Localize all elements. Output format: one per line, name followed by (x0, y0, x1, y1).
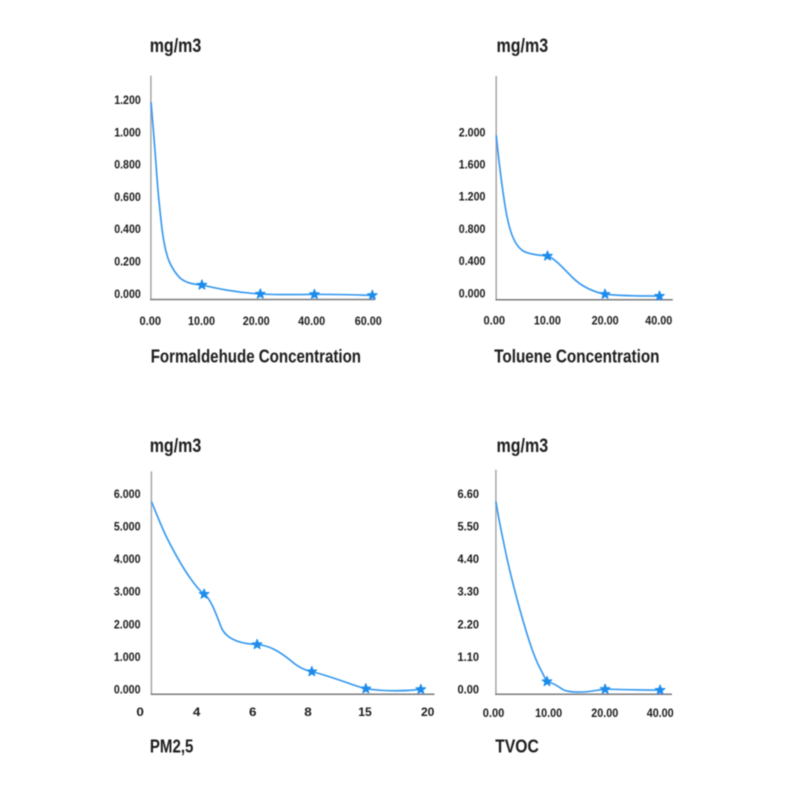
svg-text:0.400: 0.400 (114, 222, 141, 236)
svg-text:mg/m3: mg/m3 (497, 436, 549, 457)
svg-text:0: 0 (136, 705, 144, 719)
svg-text:6.60: 6.60 (458, 487, 480, 501)
svg-text:4: 4 (193, 705, 201, 719)
svg-text:mg/m3: mg/m3 (150, 436, 202, 457)
svg-text:0.00: 0.00 (484, 314, 506, 328)
svg-text:10.00: 10.00 (535, 706, 562, 720)
svg-text:1.000: 1.000 (114, 125, 141, 139)
svg-text:0.000: 0.000 (459, 286, 486, 300)
svg-text:1.000: 1.000 (114, 650, 141, 664)
svg-text:0.800: 0.800 (114, 158, 141, 172)
svg-text:20.00: 20.00 (591, 706, 618, 720)
svg-text:10.00: 10.00 (534, 314, 561, 328)
svg-text:60.00: 60.00 (355, 314, 382, 328)
svg-text:PM2,5: PM2,5 (150, 736, 194, 757)
svg-text:0.00: 0.00 (458, 683, 480, 697)
svg-text:5.50: 5.50 (458, 520, 480, 534)
svg-text:40.00: 40.00 (647, 706, 674, 720)
svg-text:0.000: 0.000 (114, 287, 141, 301)
svg-text:TVOC: TVOC (495, 736, 539, 757)
svg-text:0.00: 0.00 (483, 706, 505, 720)
svg-text:1.10: 1.10 (458, 650, 480, 664)
svg-text:1.200: 1.200 (114, 93, 141, 107)
svg-text:1.200: 1.200 (459, 190, 486, 204)
svg-text:0.000: 0.000 (114, 683, 141, 697)
svg-text:40.00: 40.00 (645, 314, 672, 328)
svg-text:2.20: 2.20 (458, 617, 480, 631)
svg-text:20.00: 20.00 (592, 314, 619, 328)
svg-text:0.400: 0.400 (459, 254, 486, 268)
svg-text:15: 15 (358, 705, 372, 719)
svg-text:3.000: 3.000 (114, 585, 141, 599)
svg-text:40.00: 40.00 (298, 314, 325, 328)
svg-text:Toluene Concentration: Toluene Concentration (494, 346, 659, 367)
svg-text:Formaldehude Concentration: Formaldehude Concentration (151, 346, 361, 367)
svg-text:0.800: 0.800 (459, 222, 486, 236)
svg-text:0.200: 0.200 (114, 255, 141, 269)
svg-text:4.000: 4.000 (114, 552, 141, 566)
svg-text:2.000: 2.000 (114, 617, 141, 631)
svg-text:10.00: 10.00 (188, 314, 215, 328)
svg-text:2.000: 2.000 (459, 125, 486, 139)
svg-text:20.00: 20.00 (243, 314, 270, 328)
svg-text:0.600: 0.600 (114, 190, 141, 204)
svg-text:1.600: 1.600 (459, 158, 486, 172)
svg-text:6: 6 (249, 705, 257, 719)
svg-text:6.000: 6.000 (114, 487, 141, 501)
svg-text:0.00: 0.00 (140, 314, 162, 328)
svg-text:mg/m3: mg/m3 (497, 36, 549, 57)
svg-text:20: 20 (421, 705, 435, 719)
svg-text:3.30: 3.30 (458, 585, 480, 599)
svg-text:mg/m3: mg/m3 (150, 36, 202, 57)
svg-text:5.000: 5.000 (114, 520, 141, 534)
svg-text:8: 8 (304, 705, 312, 719)
svg-text:4.40: 4.40 (458, 552, 480, 566)
